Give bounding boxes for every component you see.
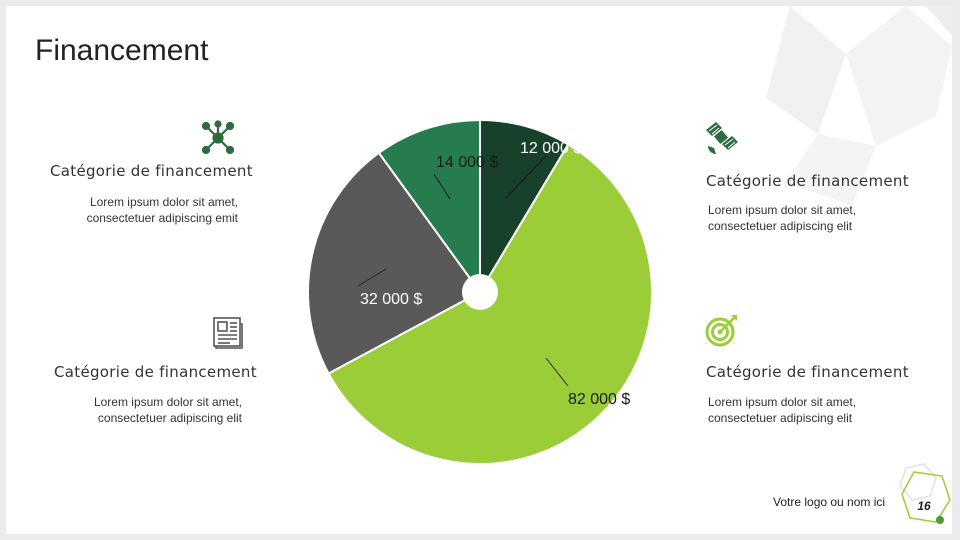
page-number: 16 bbox=[917, 499, 931, 513]
category-label-bottom-left: Catégorie de financement bbox=[54, 363, 257, 381]
data-label-2: 32 000 $ bbox=[360, 291, 422, 308]
data-label-0: 12 000 $ bbox=[520, 140, 582, 157]
data-label-leader-0 bbox=[505, 155, 547, 199]
category-text-top-right: Lorem ipsum dolor sit amet, consectetuer … bbox=[708, 203, 857, 233]
category-text-top-left: Lorem ipsum dolor sit amet, consectetuer … bbox=[86, 195, 238, 225]
logo-placeholder-text: Votre logo ou nom ici bbox=[773, 495, 886, 509]
pie-center-hole bbox=[462, 274, 498, 310]
data-label-1: 82 000 $ bbox=[568, 391, 630, 408]
category-label-bottom-right: Catégorie de financement bbox=[706, 363, 909, 381]
category-label-top-left: Catégorie de financement bbox=[50, 162, 253, 180]
data-label-leader-1 bbox=[545, 357, 569, 387]
logo-hexagon-decoration bbox=[899, 463, 951, 524]
pie-slice-0 bbox=[479, 118, 570, 296]
data-label-leader-2 bbox=[357, 268, 387, 287]
category-label-top-right: Catégorie de financement bbox=[706, 172, 909, 190]
pie-slice-3 bbox=[377, 118, 481, 296]
satellite-icon bbox=[706, 122, 738, 154]
slide: Financement 12 000 $ 82 000 $ 32 000 $ 14 0… bbox=[6, 6, 952, 534]
decorative-polygons bbox=[766, 6, 952, 206]
network-icon bbox=[201, 120, 235, 155]
funding-pie-chart: 12 000 $ 82 000 $ 32 000 $ 14 000 $ bbox=[307, 118, 653, 466]
category-text-bottom-left: Lorem ipsum dolor sit amet, consectetuer … bbox=[93, 395, 242, 425]
pie-slice-2 bbox=[307, 151, 482, 375]
target-icon bbox=[705, 315, 737, 347]
data-label-3: 14 000 $ bbox=[436, 154, 498, 171]
slide-title: Financement bbox=[35, 34, 209, 67]
data-label-leader-3 bbox=[433, 173, 451, 200]
category-text-bottom-right: Lorem ipsum dolor sit amet, consectetuer … bbox=[708, 395, 857, 425]
newspaper-icon bbox=[213, 317, 243, 349]
